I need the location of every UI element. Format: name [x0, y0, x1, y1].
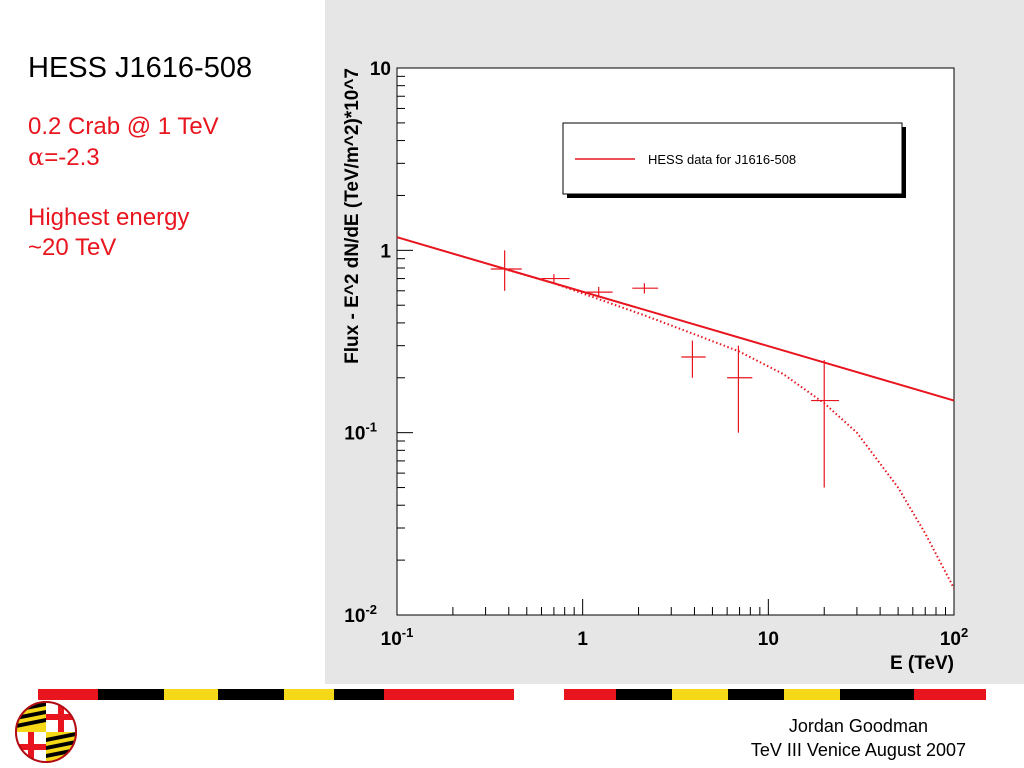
- legend-entry: HESS data for J1616-508: [648, 152, 796, 167]
- data-point: [811, 360, 839, 488]
- stripe-black-5: [728, 689, 784, 700]
- x-axis-label: E (TeV): [890, 653, 954, 674]
- flux-note: 0.2 Crab @ 1 TeV: [28, 113, 219, 140]
- stripe-black-4: [616, 689, 672, 700]
- x-tick-label: 10-1: [381, 625, 414, 650]
- power-law-fit-line: [396, 236, 955, 402]
- stripe-white-1: [514, 689, 564, 700]
- legend: HESS data for J1616-508: [562, 122, 906, 198]
- stripe-black-2: [218, 689, 284, 700]
- energy-value: ~20 TeV: [28, 234, 117, 261]
- index-value: =-2.3: [44, 144, 100, 171]
- x-tick-label: 1: [577, 629, 588, 650]
- data-point: [632, 283, 659, 294]
- stripe-black-3: [334, 689, 384, 700]
- stripe-black-6: [840, 689, 914, 700]
- data-point: [541, 274, 570, 284]
- energy-heading: Highest energy: [28, 204, 190, 231]
- data-point: [681, 340, 706, 378]
- stripe-black-1: [98, 689, 164, 700]
- plot-container: HESS data for J1616-508 10 1 10-1 10-2 10-1…: [325, 0, 1024, 684]
- y-axis-label: Flux - E^2 dN/dE (TeV/m^2)*10^7: [342, 68, 363, 364]
- maryland-flag-seal-icon: [15, 701, 77, 763]
- data-point: [727, 345, 753, 433]
- stripe-yellow-4: [784, 689, 840, 700]
- y-tick-label: 1: [380, 241, 391, 262]
- stripe-yellow-3: [672, 689, 728, 700]
- stripe-red-4: [914, 689, 986, 700]
- footer: Jordan Goodman TeV III Venice August 200…: [751, 714, 966, 762]
- stripe-red-1: [38, 689, 98, 700]
- y-tick-label: 10-2: [344, 602, 377, 627]
- x-tick-label: 10: [758, 629, 779, 650]
- x-tick-label: 102: [940, 625, 968, 650]
- y-tick-label: 10-1: [344, 420, 377, 445]
- footer-author: Jordan Goodman: [788, 716, 928, 736]
- slide-title: HESS J1616-508: [28, 52, 253, 84]
- stripe-red-2: [384, 689, 514, 700]
- flag-stripe: [38, 689, 986, 700]
- stripe-yellow-1: [164, 689, 218, 700]
- index-note: α=-2.3: [28, 142, 219, 173]
- footer-event: TeV III Venice August 2007: [750, 740, 966, 760]
- y-tick-label: 10: [370, 59, 391, 80]
- stripe-red-3: [564, 689, 616, 700]
- stripe-yellow-2: [284, 689, 334, 700]
- notes-block: 0.2 Crab @ 1 TeV α=-2.3 Highest energy ~…: [28, 112, 219, 263]
- cutoff-fit-curve: [504, 268, 955, 589]
- alpha-symbol: α: [28, 143, 45, 171]
- notes-spacer: [28, 173, 219, 203]
